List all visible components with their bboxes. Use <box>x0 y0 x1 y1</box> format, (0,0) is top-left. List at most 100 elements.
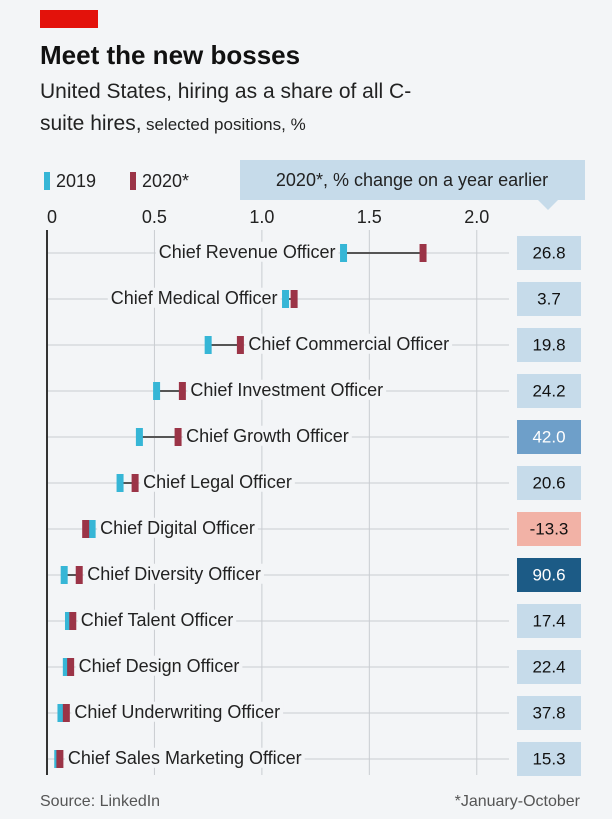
marker <box>82 520 90 538</box>
label-backing <box>140 471 295 492</box>
category-label: Chief Talent Officer <box>81 610 233 630</box>
row <box>135 428 182 446</box>
footnote: *January-October <box>455 793 581 810</box>
change-box <box>517 604 581 638</box>
marker <box>75 566 83 584</box>
marker <box>62 704 70 722</box>
category-label: Chief Commercial Officer <box>248 334 449 354</box>
marker <box>57 704 65 722</box>
subtitle: United States, hiring as a share of all … <box>40 80 412 135</box>
marker <box>88 520 96 538</box>
change-header-box <box>240 160 585 200</box>
row <box>153 382 186 400</box>
change-box <box>517 742 581 776</box>
subtitle-note: selected positions, % <box>146 115 306 134</box>
row <box>57 704 70 722</box>
change-label: 42.0 <box>532 427 565 446</box>
x-tick-label: 0.5 <box>142 207 167 227</box>
category-label: Chief Underwriting Officer <box>74 702 280 722</box>
change-label: 90.6 <box>532 565 565 584</box>
row <box>340 244 427 262</box>
change-label: 22.4 <box>532 657 565 676</box>
label-backing <box>64 747 305 768</box>
change-box <box>517 466 581 500</box>
category-label: Chief Revenue Officer <box>159 242 336 262</box>
marker <box>69 612 77 630</box>
label-backing <box>245 333 453 354</box>
label-backing <box>75 655 243 676</box>
change-label: 3.7 <box>537 289 561 308</box>
row <box>62 658 75 676</box>
marker <box>64 612 72 630</box>
change-header: 2020*, % change on a year earlier <box>276 170 548 190</box>
change-box <box>517 282 581 316</box>
x-tick-label: 1.0 <box>249 207 274 227</box>
change-label: 26.8 <box>532 243 565 262</box>
category-label: Chief Sales Marketing Officer <box>68 748 302 768</box>
category-label: Chief Investment Officer <box>190 380 383 400</box>
row <box>82 520 96 538</box>
marker <box>56 750 64 768</box>
change-box <box>517 420 581 454</box>
category-label: Chief Diversity Officer <box>87 564 261 584</box>
row <box>204 336 244 354</box>
category-label: Chief Medical Officer <box>111 288 278 308</box>
category-label: Chief Growth Officer <box>186 426 349 446</box>
change-box <box>517 236 581 270</box>
change-box <box>517 650 581 684</box>
source: Source: LinkedIn <box>40 793 160 810</box>
change-box <box>517 512 581 546</box>
legend-swatch <box>130 172 136 190</box>
legend-swatch <box>44 172 50 190</box>
label-backing <box>97 517 258 538</box>
marker <box>178 382 186 400</box>
x-tick-label: 2.0 <box>464 207 489 227</box>
brand-tag <box>40 10 98 28</box>
x-tick-label: 0 <box>47 207 57 227</box>
label-backing <box>187 379 387 400</box>
marker <box>419 244 427 262</box>
marker <box>153 382 161 400</box>
row <box>64 612 77 630</box>
label-backing <box>71 701 284 722</box>
change-label: 37.8 <box>532 703 565 722</box>
marker <box>67 658 75 676</box>
category-label: Chief Design Officer <box>79 656 240 676</box>
change-label: 20.6 <box>532 473 565 492</box>
legend-label: 2019 <box>56 171 96 191</box>
change-box <box>517 374 581 408</box>
header: Meet the new bosses United States, hirin… <box>40 10 560 141</box>
change-label: -13.3 <box>530 519 569 538</box>
change-label: 17.4 <box>532 611 565 630</box>
marker <box>62 658 70 676</box>
category-label: Chief Digital Officer <box>100 518 255 538</box>
change-label: 15.3 <box>532 749 565 768</box>
change-box <box>517 558 581 592</box>
marker <box>282 290 290 308</box>
label-backing <box>77 609 237 630</box>
change-box <box>517 696 581 730</box>
category-label: Chief Legal Officer <box>143 472 292 492</box>
legend-label: 2020* <box>142 171 189 191</box>
marker <box>60 566 68 584</box>
row <box>54 750 64 768</box>
change-header-pointer <box>538 200 558 210</box>
change-label: 19.8 <box>532 335 565 354</box>
change-box <box>517 328 581 362</box>
marker <box>131 474 139 492</box>
row <box>60 566 83 584</box>
title: Meet the new bosses <box>40 40 301 70</box>
change-label: 24.2 <box>532 381 565 400</box>
marker <box>116 474 124 492</box>
subtitle-block: United States, hiring as a share of all … <box>40 77 430 141</box>
marker <box>340 244 348 262</box>
marker <box>135 428 143 446</box>
label-backing <box>107 287 281 308</box>
marker <box>290 290 298 308</box>
label-backing <box>84 563 264 584</box>
marker <box>236 336 244 354</box>
label-backing <box>155 241 339 262</box>
label-backing <box>183 425 352 446</box>
